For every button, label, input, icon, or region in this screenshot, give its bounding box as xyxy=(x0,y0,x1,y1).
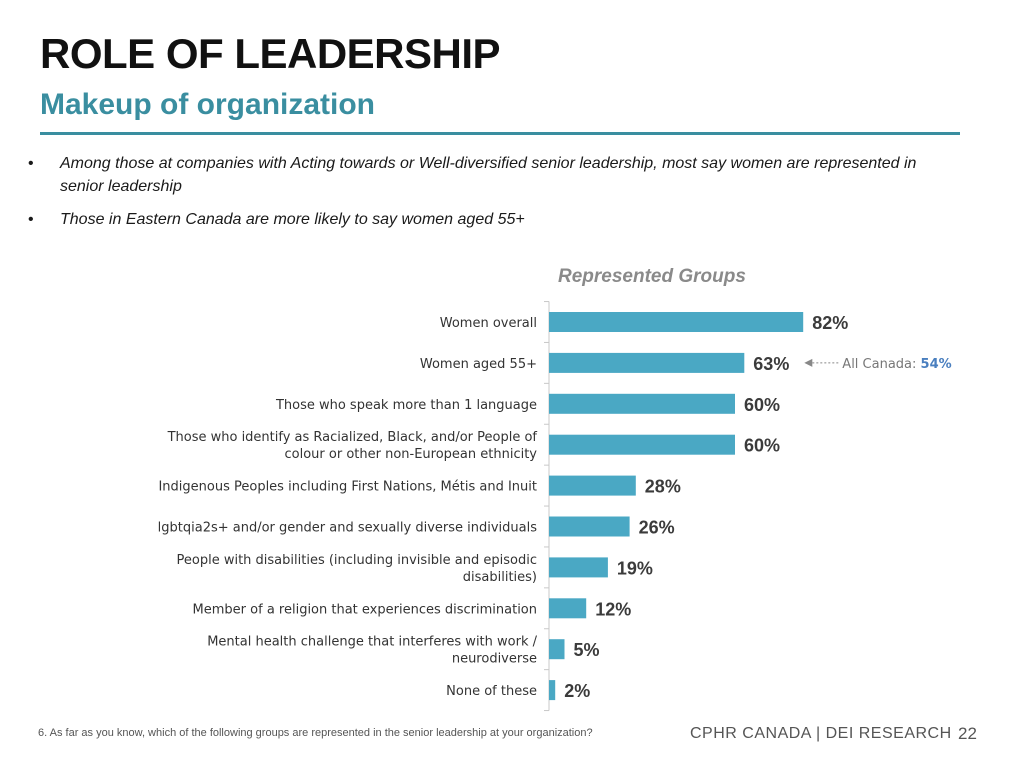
data-label: 19% xyxy=(617,558,653,578)
bullet-item: • Those in Eastern Canada are more likel… xyxy=(28,208,958,231)
bar xyxy=(549,434,735,455)
data-label: 26% xyxy=(639,518,675,538)
bar xyxy=(549,516,630,537)
data-label: 12% xyxy=(595,599,631,619)
category-label: disabilities) xyxy=(463,570,537,585)
bar xyxy=(549,393,735,414)
data-label: 2% xyxy=(564,681,590,701)
category-label: Women aged 55+ xyxy=(420,357,537,372)
bullet-text: Those in Eastern Canada are more likely … xyxy=(60,211,525,228)
data-label: 82% xyxy=(812,313,848,333)
category-label: Member of a religion that experiences di… xyxy=(193,602,537,617)
bar xyxy=(549,352,745,373)
page-title: ROLE OF LEADERSHIP xyxy=(40,30,501,77)
bar xyxy=(549,312,804,332)
data-label: 5% xyxy=(574,640,600,660)
title-divider xyxy=(40,132,960,135)
annotation-value: 54% xyxy=(921,357,952,372)
category-label: Mental health challenge that interferes … xyxy=(207,635,537,650)
bar xyxy=(549,598,587,619)
category-label: lgbtqia2s+ and/or gender and sexually di… xyxy=(158,521,538,536)
bullet-list: • Among those at companies with Acting t… xyxy=(28,152,958,241)
category-label: Indigenous Peoples including First Natio… xyxy=(158,480,537,495)
bullet-marker: • xyxy=(28,211,34,228)
page-subtitle: Makeup of organization xyxy=(40,88,376,121)
category-label: Those who speak more than 1 language xyxy=(275,398,537,413)
footer-brand: CPHR CANADA | DEI RESEARCH xyxy=(690,725,952,742)
chart-title: Represented Groups xyxy=(558,266,746,287)
footnote-question: 6. As far as you know, which of the foll… xyxy=(38,727,593,739)
category-label: Those who identify as Racialized, Black,… xyxy=(167,430,538,445)
data-label: 60% xyxy=(744,436,780,456)
data-label: 60% xyxy=(744,395,780,415)
data-label: 28% xyxy=(645,477,681,497)
bullet-marker: • xyxy=(28,155,34,172)
data-label: 63% xyxy=(753,354,789,374)
bullet-text: Among those at companies with Acting tow… xyxy=(60,155,917,195)
bullet-item: • Among those at companies with Acting t… xyxy=(28,152,958,198)
page-number: 22 xyxy=(958,724,977,743)
bar xyxy=(549,680,556,701)
category-label: People with disabilities (including invi… xyxy=(177,553,537,568)
bar xyxy=(549,639,565,660)
annotation-label: All Canada: 54% xyxy=(842,357,951,372)
arrow-left-icon xyxy=(804,358,813,367)
category-label: neurodiverse xyxy=(452,652,537,667)
category-label: colour or other non-European ethnicity xyxy=(285,447,538,462)
category-label: Women overall xyxy=(440,316,537,331)
category-label: None of these xyxy=(446,684,537,699)
bar xyxy=(549,475,636,496)
bar xyxy=(549,557,608,578)
